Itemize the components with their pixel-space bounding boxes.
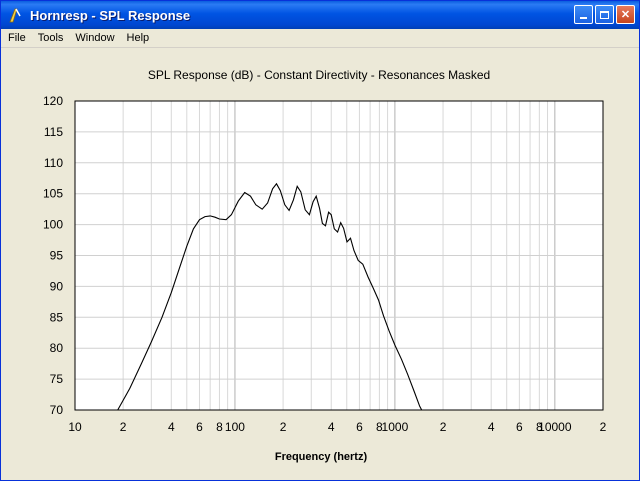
title-bar[interactable]: Hornresp - SPL Response ✕	[1, 1, 639, 29]
maximize-button[interactable]	[595, 5, 614, 24]
x-tick-label: 6	[196, 420, 203, 434]
minimize-icon	[580, 16, 587, 19]
x-tick-label: 8	[536, 420, 543, 434]
x-tick-label: 8	[376, 420, 383, 434]
spl-series-line	[117, 182, 423, 411]
tuning-fork-icon	[9, 8, 21, 23]
spl-chart: SPL Response (dB) - Constant Directivity…	[43, 68, 607, 463]
x-tick-label: 2	[440, 420, 447, 434]
x-tick-label: 2	[280, 420, 287, 434]
minimize-button[interactable]	[574, 5, 593, 24]
close-icon: ✕	[620, 9, 631, 21]
x-tick-label: 10000	[538, 420, 572, 434]
x-tick-label: 4	[488, 420, 495, 434]
y-tick-label: 95	[50, 249, 64, 263]
y-tick-label: 85	[50, 310, 64, 324]
x-tick-label: 10	[68, 420, 82, 434]
x-tick-label: 1000	[382, 420, 409, 434]
x-tick-label: 4	[168, 420, 175, 434]
chart-grid	[75, 101, 603, 410]
y-tick-label: 120	[43, 94, 63, 108]
x-axis-label: Frequency (hertz)	[275, 451, 368, 463]
x-tick-label: 6	[356, 420, 363, 434]
y-tick-label: 75	[50, 372, 64, 386]
maximize-icon	[600, 10, 609, 19]
close-button[interactable]: ✕	[616, 5, 635, 24]
x-tick-label: 4	[328, 420, 335, 434]
y-tick-label: 100	[43, 218, 63, 232]
x-tick-label: 2	[600, 420, 607, 434]
x-tick-label: 8	[216, 420, 223, 434]
window-title: Hornresp - SPL Response	[30, 7, 191, 23]
menu-help[interactable]: Help	[126, 32, 150, 44]
y-tick-label: 110	[44, 156, 63, 170]
menu-file[interactable]: File	[8, 32, 26, 44]
x-tick-label: 100	[225, 420, 245, 434]
x-tick-label: 6	[516, 420, 523, 434]
y-tick-label: 105	[43, 187, 63, 201]
chart-title: SPL Response (dB) - Constant Directivity…	[148, 68, 490, 82]
chart-area: SPL Response (dB) - Constant Directivity…	[2, 49, 639, 480]
menu-bar: File Tools Window Help	[1, 29, 639, 48]
menu-window[interactable]: Window	[75, 32, 115, 44]
y-tick-label: 115	[44, 125, 63, 139]
menu-tools[interactable]: Tools	[37, 32, 64, 44]
y-axis: 120 115 110 105 100 95 90 85 80 75 70	[43, 94, 63, 417]
y-tick-label: 90	[50, 279, 64, 293]
x-tick-label: 2	[120, 420, 127, 434]
y-tick-label: 80	[50, 341, 64, 355]
plot-frame	[74, 100, 604, 411]
y-tick-label: 70	[50, 403, 64, 417]
